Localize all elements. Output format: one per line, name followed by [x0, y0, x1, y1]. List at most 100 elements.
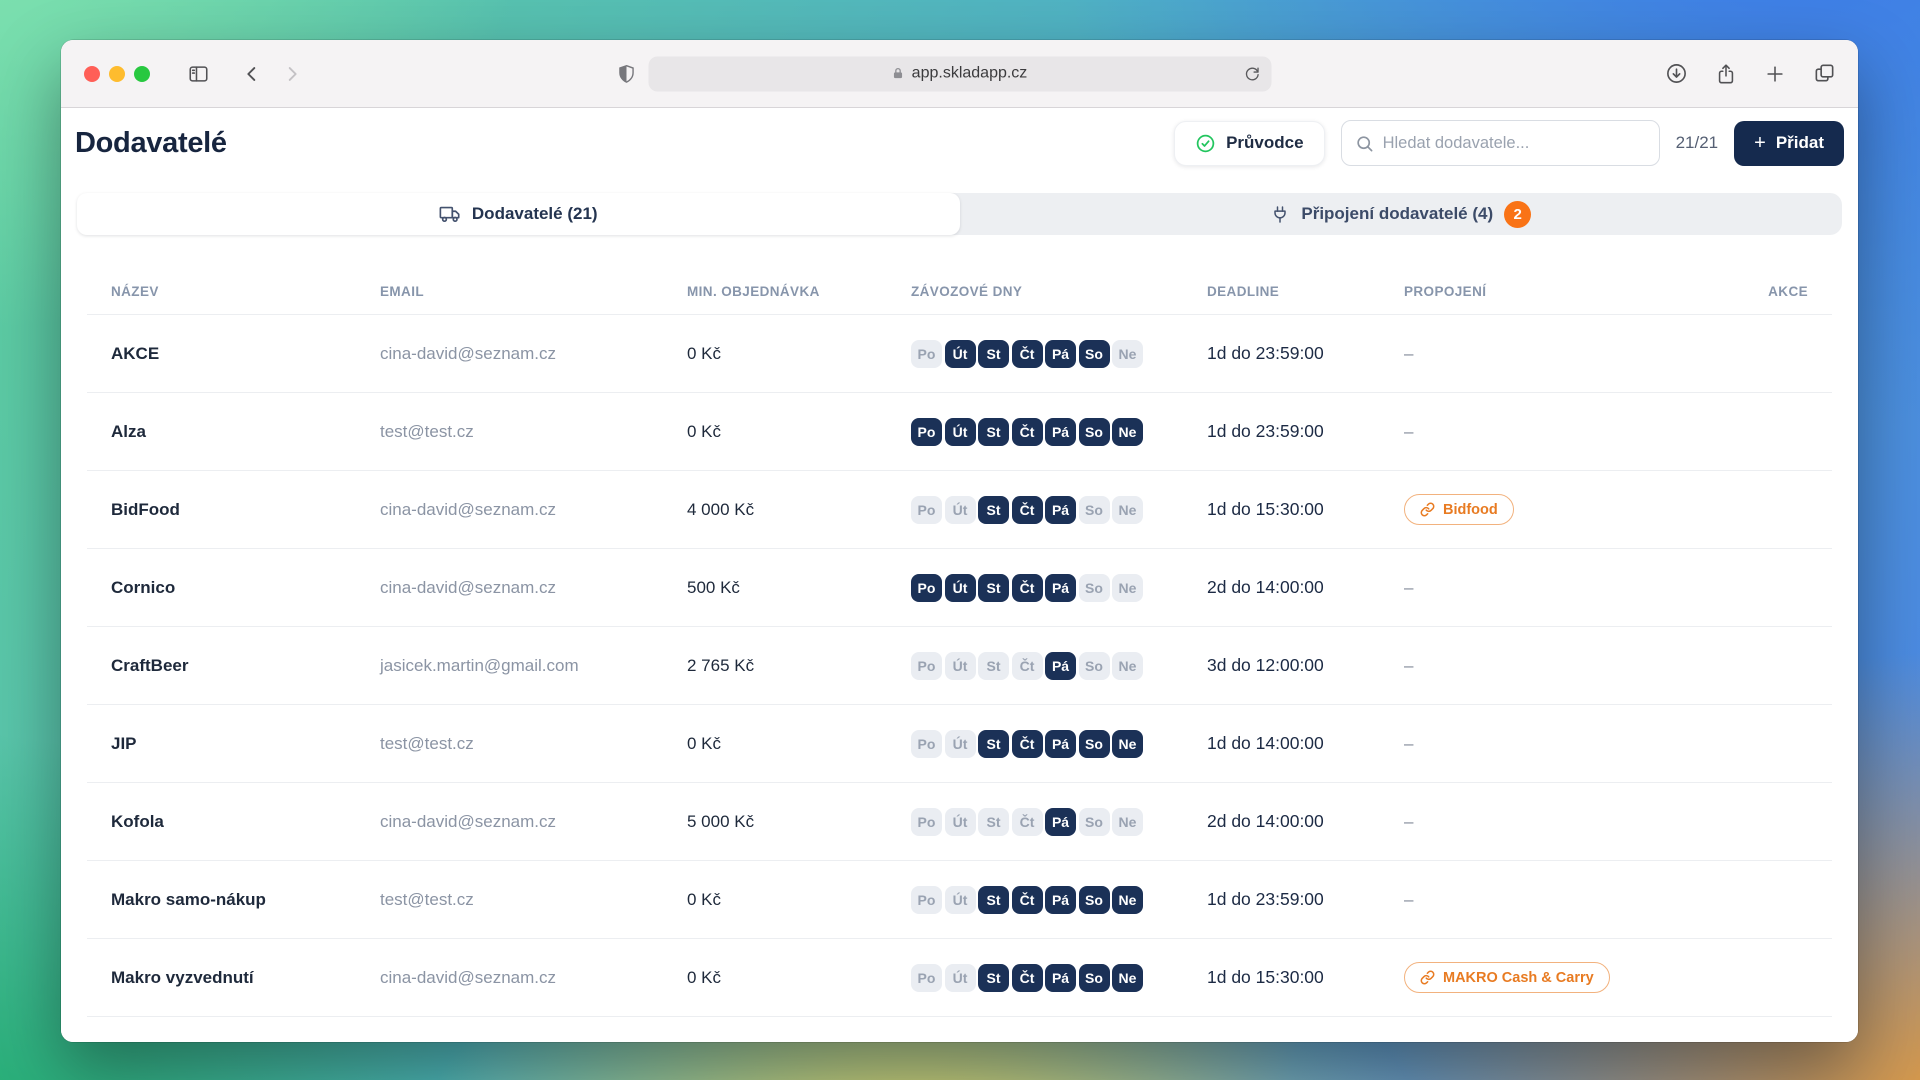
min-order: 0 Kč	[687, 343, 722, 363]
deadline: 1d do 23:59:00	[1207, 421, 1324, 441]
connection-chip[interactable]: MAKRO Cash & Carry	[1404, 962, 1610, 993]
privacy-shield-icon[interactable]	[616, 62, 637, 85]
table-row[interactable]: CraftBeer jasicek.martin@gmail.com 2 765…	[87, 627, 1832, 705]
table-row[interactable]: Alza test@test.cz 0 Kč Po Út St Čt Pá So Ne 1d…	[87, 393, 1832, 471]
min-order: 4 000 Kč	[687, 499, 755, 519]
connection: –	[1404, 422, 1650, 442]
supplier-name: Cornico	[111, 577, 176, 597]
guide-button-label: Průvodce	[1226, 133, 1304, 152]
min-order: 500 Kč	[687, 577, 740, 597]
table-row[interactable]: Makro vyzvednutí cina-david@seznam.cz 0 …	[87, 939, 1832, 1017]
supplier-name: Alza	[111, 421, 146, 441]
deadline: 2d do 14:00:00	[1207, 811, 1324, 831]
delivery-days: Po Út St Čt Pá So Ne	[911, 963, 1207, 992]
day-pill-St: St	[978, 495, 1009, 524]
result-counter: 21/21	[1675, 133, 1719, 152]
minimize-button[interactable]	[109, 65, 125, 82]
connection: –	[1404, 578, 1650, 598]
connection: –	[1404, 734, 1650, 754]
table-row[interactable]: JIP test@test.cz 0 Kč Po Út St Čt Pá So Ne 1d …	[87, 705, 1832, 783]
no-connection-dash: –	[1404, 733, 1414, 753]
day-pill-So: So	[1078, 963, 1110, 992]
deadline: 2d do 14:00:00	[1207, 577, 1324, 597]
day-pill-Ne: Ne	[1112, 651, 1143, 680]
day-pill-Pá: Pá	[1045, 417, 1076, 446]
day-pill-Po: Po	[911, 339, 942, 368]
day-pill-St: St	[978, 885, 1009, 914]
delivery-days: Po Út St Čt Pá So Ne	[911, 339, 1207, 368]
table-row[interactable]: Cornico cina-david@seznam.cz 500 Kč Po Út…	[87, 549, 1832, 627]
deadline: 1d do 23:59:00	[1207, 889, 1324, 909]
table-row[interactable]: BidFood cina-david@seznam.cz 4 000 Kč Po…	[87, 471, 1832, 549]
delivery-days: Po Út St Čt Pá So Ne	[911, 573, 1207, 602]
day-pill-So: So	[1078, 651, 1110, 680]
day-pill-Pá: Pá	[1045, 651, 1076, 680]
link-icon	[1420, 502, 1435, 517]
day-pill-Po: Po	[911, 417, 942, 446]
zoom-button[interactable]	[134, 65, 150, 82]
connection: –	[1404, 344, 1650, 364]
close-button[interactable]	[84, 65, 100, 82]
day-pill-So: So	[1078, 729, 1110, 758]
day-pill-So: So	[1078, 573, 1110, 602]
day-pill-St: St	[978, 807, 1009, 836]
search-box[interactable]	[1340, 120, 1660, 166]
supplier-name: CraftBeer	[111, 655, 189, 675]
tab-overview-icon[interactable]	[1813, 62, 1836, 85]
table-row[interactable]: Kofola cina-david@seznam.cz 5 000 Kč Po Ú…	[87, 783, 1832, 861]
min-order: 2 765 Kč	[687, 655, 755, 675]
back-icon[interactable]	[241, 63, 263, 85]
connection-chip[interactable]: Bidfood	[1404, 494, 1514, 525]
day-pill-Po: Po	[911, 651, 942, 680]
plug-icon	[1270, 204, 1290, 225]
day-pill-So: So	[1078, 417, 1110, 446]
connection-chip-label: Bidfood	[1443, 501, 1498, 518]
reload-icon[interactable]	[1243, 65, 1260, 82]
deadline: 3d do 12:00:00	[1207, 655, 1324, 675]
tab-connected-label: Připojení dodavatelé (4)	[1301, 204, 1494, 223]
table-row[interactable]: Makro samo-nákup test@test.cz 0 Kč Po Út S…	[87, 861, 1832, 939]
day-pill-So: So	[1078, 807, 1110, 836]
day-pill-St: St	[978, 651, 1009, 680]
supplier-name: AKCE	[111, 343, 160, 363]
column-header-min-objednavka: MIN. OBJEDNÁVKA	[687, 284, 820, 299]
day-pill-Čt: Čt	[1011, 417, 1043, 446]
day-pill-Pá: Pá	[1045, 807, 1076, 836]
forward-icon[interactable]	[281, 63, 303, 85]
day-pill-Pá: Pá	[1045, 495, 1076, 524]
add-button-label: Přidat	[1775, 133, 1824, 152]
day-pill-Ne: Ne	[1112, 807, 1143, 836]
day-pill-Čt: Čt	[1011, 573, 1043, 602]
tab-suppliers[interactable]: Dodavatelé (21)	[77, 193, 960, 235]
day-pill-Po: Po	[911, 807, 942, 836]
day-pill-St: St	[978, 729, 1009, 758]
day-pill-Út: Út	[944, 495, 976, 524]
search-icon	[1356, 135, 1373, 151]
guide-button[interactable]: Průvodce	[1174, 120, 1325, 166]
tab-connected-suppliers[interactable]: Připojení dodavatelé (4) 2	[960, 193, 1843, 235]
sidebar-icon[interactable]	[186, 63, 211, 85]
day-pill-Po: Po	[911, 963, 942, 992]
connection: Bidfood	[1404, 494, 1650, 525]
day-pill-Čt: Čt	[1011, 495, 1043, 524]
day-pill-Čt: Čt	[1011, 885, 1043, 914]
day-pill-Čt: Čt	[1011, 963, 1043, 992]
day-pill-Čt: Čt	[1011, 339, 1043, 368]
search-input[interactable]	[1382, 133, 1646, 153]
downloads-icon[interactable]	[1665, 62, 1688, 85]
new-tab-icon[interactable]	[1764, 63, 1786, 85]
no-connection-dash: –	[1404, 343, 1414, 363]
add-supplier-button[interactable]: + Přidat	[1734, 120, 1844, 166]
column-header-email: EMAIL	[380, 284, 424, 299]
deadline: 1d do 15:30:00	[1207, 967, 1324, 987]
day-pill-Čt: Čt	[1011, 729, 1043, 758]
supplier-email: cina-david@seznam.cz	[380, 577, 556, 597]
supplier-email: test@test.cz	[380, 421, 474, 441]
share-icon[interactable]	[1715, 62, 1737, 86]
url-bar[interactable]: app.skladapp.cz	[648, 56, 1271, 91]
day-pill-Ne: Ne	[1112, 417, 1143, 446]
delivery-days: Po Út St Čt Pá So Ne	[911, 495, 1207, 524]
delivery-days: Po Út St Čt Pá So Ne	[911, 729, 1207, 758]
no-connection-dash: –	[1404, 655, 1414, 675]
table-row[interactable]: AKCE cina-david@seznam.cz 0 Kč Po Út St Čt P…	[87, 315, 1832, 393]
